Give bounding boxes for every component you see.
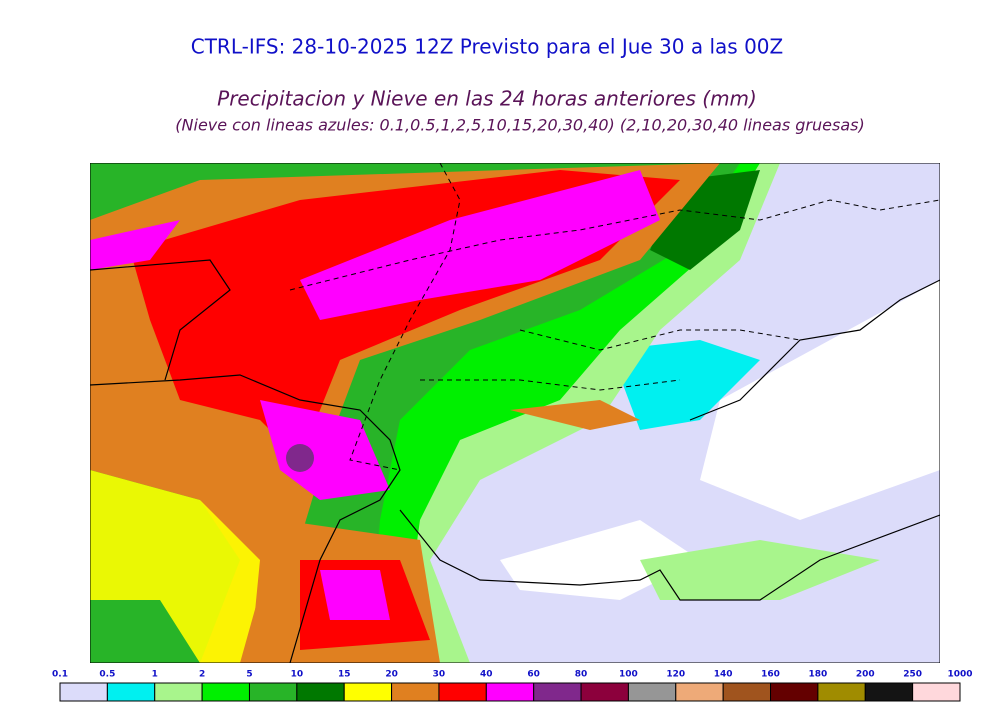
colorbar-label: 1000 [947,670,972,680]
colorbar-label: 0.5 [99,670,115,680]
colorbar-label: 30 [433,670,446,680]
precipitation-map [90,163,940,663]
colorbar-box [391,682,440,702]
colorbar-label: 160 [761,670,780,680]
colorbar-box [438,682,487,702]
note: (Nieve con lineas azules: 0.1,0.5,1,2,5,… [175,116,864,135]
colorbar-box [580,682,629,702]
colorbar-label: 10 [291,670,304,680]
colorbar-label: 200 [856,670,875,680]
colorbar-label: 5 [246,670,252,680]
title: CTRL-IFS: 28-10-2025 12Z Previsto para e… [191,35,783,59]
colorbar-label: 0.1 [52,670,68,680]
colorbar-box [485,682,535,702]
colorbar-box [106,682,156,702]
colorbar-box [533,682,582,702]
colorbar-box [343,682,393,702]
colorbar-box [296,682,345,702]
colorbar-label: 140 [714,670,733,680]
colorbar-label: 100 [619,670,638,680]
colorbar-label: 250 [903,670,922,680]
colorbar-label: 120 [666,670,685,680]
colorbar-box [864,682,914,702]
colorbar-box [248,682,298,702]
colorbar-label: 80 [575,670,588,680]
colorbar-label: 1 [152,670,158,680]
colorbar-box [627,682,677,702]
colorbar-label: 2 [199,670,205,680]
colorbar-label: 180 [808,670,827,680]
subtitle: Precipitacion y Nieve en las 24 horas an… [217,87,757,111]
colorbar-box [154,682,203,702]
colorbar-box [817,682,866,702]
colorbar-box [201,682,250,702]
colorbar-label: 15 [338,670,351,680]
colorbar: 0.1 0.5 1 2 5 10 15 20 30 40 60 80 100 120 140 160 180 20… [52,670,973,702]
colorbar-label: 20 [385,670,398,680]
colorbar-box [770,682,819,702]
colorbar-label: 40 [480,670,493,680]
colorbar-label: 60 [527,670,540,680]
colorbar-box [675,682,724,702]
colorbar-box [722,682,772,702]
colorbar-box [59,682,108,702]
colorbar-box [912,682,961,702]
